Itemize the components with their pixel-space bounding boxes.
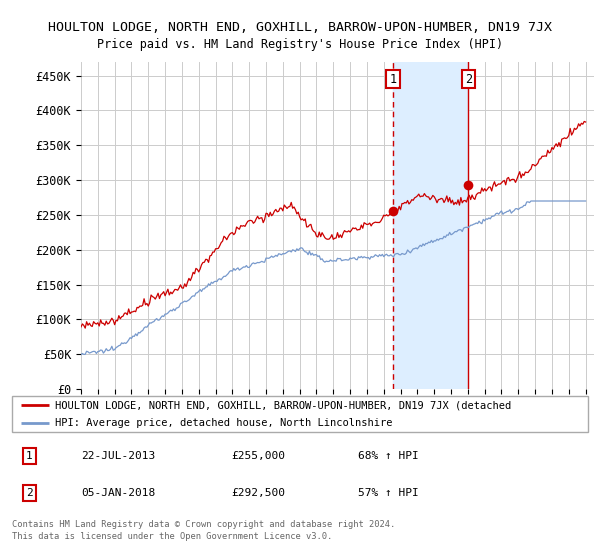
Text: This data is licensed under the Open Government Licence v3.0.: This data is licensed under the Open Gov… bbox=[12, 532, 332, 541]
Text: HOULTON LODGE, NORTH END, GOXHILL, BARROW-UPON-HUMBER, DN19 7JX (detached: HOULTON LODGE, NORTH END, GOXHILL, BARRO… bbox=[55, 400, 511, 410]
Text: Contains HM Land Registry data © Crown copyright and database right 2024.: Contains HM Land Registry data © Crown c… bbox=[12, 520, 395, 529]
Text: HOULTON LODGE, NORTH END, GOXHILL, BARROW-UPON-HUMBER, DN19 7JX: HOULTON LODGE, NORTH END, GOXHILL, BARRO… bbox=[48, 21, 552, 34]
Text: HPI: Average price, detached house, North Lincolnshire: HPI: Average price, detached house, Nort… bbox=[55, 418, 392, 428]
Text: 22-JUL-2013: 22-JUL-2013 bbox=[81, 451, 155, 461]
Bar bbox=[393, 62, 468, 389]
Text: 2: 2 bbox=[464, 73, 472, 86]
Text: 57% ↑ HPI: 57% ↑ HPI bbox=[358, 488, 418, 498]
Text: 68% ↑ HPI: 68% ↑ HPI bbox=[358, 451, 418, 461]
Text: £292,500: £292,500 bbox=[231, 488, 285, 498]
Text: 2: 2 bbox=[26, 488, 32, 498]
Text: 1: 1 bbox=[389, 73, 397, 86]
Text: £255,000: £255,000 bbox=[231, 451, 285, 461]
Text: 05-JAN-2018: 05-JAN-2018 bbox=[81, 488, 155, 498]
Text: Price paid vs. HM Land Registry's House Price Index (HPI): Price paid vs. HM Land Registry's House … bbox=[97, 38, 503, 50]
Text: 1: 1 bbox=[26, 451, 32, 461]
